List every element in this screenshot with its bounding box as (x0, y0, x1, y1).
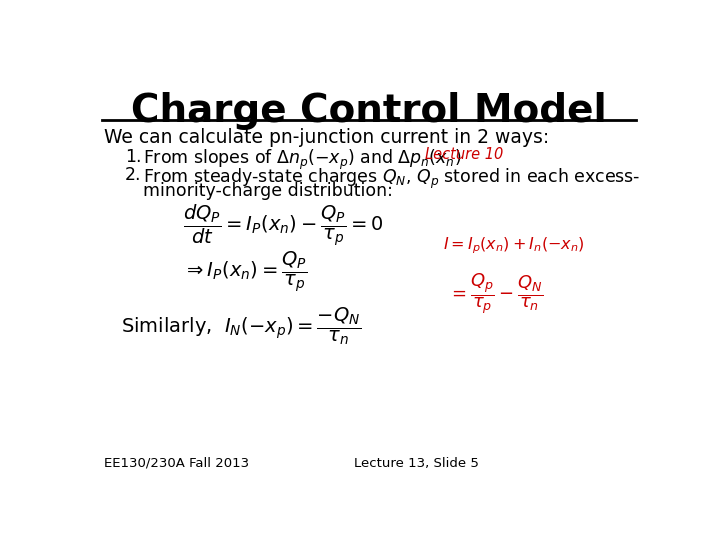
Text: $\Rightarrow I_P(x_n) = \dfrac{Q_P}{\tau_p}$: $\Rightarrow I_P(x_n) = \dfrac{Q_P}{\tau… (183, 249, 307, 294)
Text: Similarly,  $I_N(-x_p) = \dfrac{-Q_N}{\tau_n}$: Similarly, $I_N(-x_p) = \dfrac{-Q_N}{\ta… (121, 305, 361, 347)
Text: We can calculate pn-junction current in 2 ways:: We can calculate pn-junction current in … (104, 128, 549, 147)
Text: $I = I_p(x_n) + I_n(-x_n)$: $I = I_p(x_n) + I_n(-x_n)$ (443, 236, 584, 256)
Text: 2.: 2. (125, 166, 141, 185)
Text: minority-charge distribution:: minority-charge distribution: (143, 182, 392, 200)
Text: Lecture 10: Lecture 10 (425, 147, 503, 162)
Text: From slopes of $\Delta n_p(-x_p)$ and $\Delta p_n(x_n)$: From slopes of $\Delta n_p(-x_p)$ and $\… (143, 148, 461, 172)
Text: Charge Control Model: Charge Control Model (131, 92, 607, 130)
Text: $\dfrac{dQ_P}{dt} = I_P(x_n) - \dfrac{Q_P}{\tau_p} = 0$: $\dfrac{dQ_P}{dt} = I_P(x_n) - \dfrac{Q_… (183, 202, 384, 248)
Text: Lecture 13, Slide 5: Lecture 13, Slide 5 (354, 457, 478, 470)
Text: From steady-state charges $Q_N$, $Q_p$ stored in each excess-: From steady-state charges $Q_N$, $Q_p$ s… (143, 166, 640, 191)
Text: $= \dfrac{Q_p}{\tau_p} - \dfrac{Q_N}{\tau_n}$: $= \dfrac{Q_p}{\tau_p} - \dfrac{Q_N}{\ta… (448, 271, 544, 316)
Text: EE130/230A Fall 2013: EE130/230A Fall 2013 (104, 457, 249, 470)
Text: 1.: 1. (125, 148, 141, 166)
